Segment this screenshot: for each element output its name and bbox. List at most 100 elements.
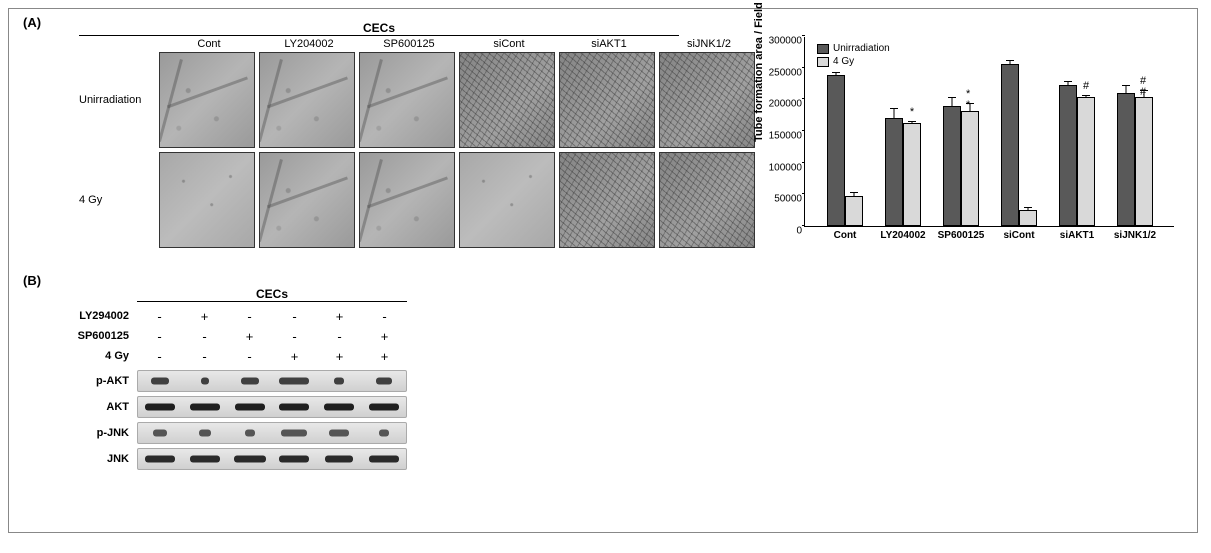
micrograph-image — [359, 152, 455, 248]
blot-mark: - — [182, 349, 227, 364]
blot-mark: - — [227, 349, 272, 364]
blot-band — [190, 404, 220, 411]
micrograph-row: Unirradiation — [79, 52, 759, 148]
legend-swatch — [817, 44, 829, 54]
blot-band — [324, 404, 354, 411]
blot-mark: - — [272, 329, 317, 344]
tube-formation-chart: Tube formation area / Field Unirradiatio… — [749, 27, 1189, 267]
blot-protein-row: p-JNK — [47, 422, 407, 444]
micrograph-col-header: siAKT1 — [559, 38, 659, 52]
blot-mark: + — [317, 309, 362, 324]
chart-xcat-label: siCont — [1003, 226, 1034, 241]
micrograph-image — [259, 152, 355, 248]
figure-container: (A) CECs ContLY204002SP600125siContsiAKT… — [8, 8, 1198, 533]
blot-protein-row: AKT — [47, 396, 407, 418]
micrograph-row-label: Unirradiation — [79, 94, 159, 106]
blot-protein-row: JNK — [47, 448, 407, 470]
blot-band — [153, 430, 167, 437]
chart-ylabel: Tube formation area / Field — [753, 2, 765, 142]
blot-mark: - — [137, 329, 182, 344]
chart-bar: # # — [1135, 97, 1153, 226]
blot-band — [279, 378, 309, 385]
micrograph-col-header: SP600125 — [359, 38, 459, 52]
micrograph-image — [159, 152, 255, 248]
blot-band — [329, 430, 349, 437]
chart-bar — [885, 118, 903, 226]
chart-ytick-label: 50000 — [774, 194, 805, 205]
blot-mark: - — [137, 349, 182, 364]
micrograph-col-header: LY204002 — [259, 38, 359, 52]
chart-bar: * — [903, 123, 921, 226]
micrograph-col-header: siJNK1/2 — [659, 38, 759, 52]
blot-band — [279, 404, 309, 411]
micrograph-row-label: 4 Gy — [79, 194, 159, 206]
micrograph-row: 4 Gy — [79, 152, 759, 248]
blot-strip — [137, 370, 407, 392]
blot-band — [151, 378, 169, 385]
blot-band — [281, 430, 307, 437]
blot-band — [201, 378, 209, 385]
blot-band — [234, 456, 266, 463]
panel-b-label: (B) — [23, 273, 41, 288]
blot-mark: - — [137, 309, 182, 324]
legend-item: Unirradiation — [817, 43, 890, 54]
micrograph-image — [559, 152, 655, 248]
chart-bar — [1001, 64, 1019, 226]
blot-treatment-label: LY294002 — [47, 310, 137, 322]
micrograph-col-header: Cont — [159, 38, 259, 52]
blot-strip — [137, 422, 407, 444]
blot-band — [245, 430, 255, 437]
micrograph-title: CECs — [79, 21, 679, 36]
blot-mark: - — [227, 309, 272, 324]
blot-mark: + — [317, 349, 362, 364]
blot-protein-label: p-AKT — [47, 375, 137, 387]
blot-band — [369, 456, 399, 463]
blot-mark: + — [362, 349, 407, 364]
blot-protein-label: p-JNK — [47, 427, 137, 439]
panel-a-label: (A) — [23, 15, 41, 30]
chart-ytick-label: 0 — [796, 226, 805, 237]
blot-mark: + — [182, 309, 227, 324]
blot-mark: - — [362, 309, 407, 324]
blot-band — [379, 430, 389, 437]
micrograph-col-header: siCont — [459, 38, 559, 52]
micrograph-image — [459, 52, 555, 148]
legend-label: Unirradiation — [833, 43, 890, 54]
micrograph-image — [159, 52, 255, 148]
blot-band — [199, 430, 211, 437]
blot-strip — [137, 448, 407, 470]
micrograph-image — [659, 152, 755, 248]
blot-band — [235, 404, 265, 411]
blot-protein-label: JNK — [47, 453, 137, 465]
blot-band — [145, 404, 175, 411]
chart-bar — [1117, 93, 1135, 226]
panel-a-micrographs: CECs ContLY204002SP600125siContsiAKT1siJ… — [79, 21, 759, 252]
chart-bar — [1019, 210, 1037, 226]
chart-xcat-label: Cont — [834, 226, 857, 241]
blot-treatment-row: SP600125--+--+ — [47, 326, 407, 346]
chart-legend: Unirradiation4 Gy — [817, 43, 890, 69]
blot-treatment-row: LY294002-+--+- — [47, 306, 407, 326]
chart-bar: * * — [961, 111, 979, 226]
blot-band — [241, 378, 259, 385]
chart-ytick-label: 150000 — [769, 131, 805, 142]
blot-treatment-row: 4 Gy---+++ — [47, 346, 407, 366]
blot-treatment-label: 4 Gy — [47, 350, 137, 362]
blot-mark: + — [227, 329, 272, 344]
significance-marker: # # — [1140, 76, 1148, 98]
chart-xcat-label: siAKT1 — [1060, 226, 1094, 241]
chart-bar — [827, 75, 845, 226]
chart-xcat-label: siJNK1/2 — [1114, 226, 1156, 241]
legend-swatch — [817, 57, 829, 67]
blot-title: CECs — [137, 287, 407, 302]
blot-band — [145, 456, 175, 463]
blot-band — [334, 378, 344, 385]
micrograph-image — [259, 52, 355, 148]
blot-mark: + — [362, 329, 407, 344]
chart-ytick-label: 100000 — [769, 162, 805, 173]
blot-table: LY294002-+--+-SP600125--+--+4 Gy---+++p-… — [47, 306, 407, 470]
blot-protein-row: p-AKT — [47, 370, 407, 392]
chart-plot-area: Unirradiation4 Gy 0500001000001500002000… — [804, 37, 1174, 227]
chart-xcat-label: LY204002 — [880, 226, 925, 241]
blot-mark: + — [272, 349, 317, 364]
